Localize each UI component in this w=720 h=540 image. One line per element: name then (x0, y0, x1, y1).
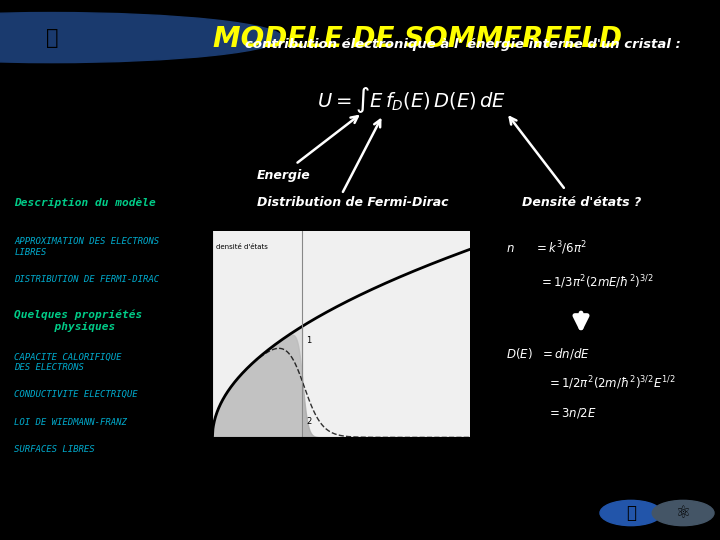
Text: SURFACES LIBRES: SURFACES LIBRES (14, 446, 95, 455)
Text: Description du modèle: Description du modèle (14, 198, 156, 208)
Text: 🌍: 🌍 (45, 28, 58, 48)
Text: Quelques propriétés
      physiques: Quelques propriétés physiques (14, 309, 143, 332)
Circle shape (652, 501, 714, 525)
Circle shape (0, 12, 282, 63)
Text: Distribution de Fermi-Dirac: Distribution de Fermi-Dirac (257, 197, 448, 210)
Text: APPROXIMATION DES ELECTRONS
LIBRES: APPROXIMATION DES ELECTRONS LIBRES (14, 237, 160, 256)
Text: $= 3n/2E$: $= 3n/2E$ (506, 406, 597, 420)
Text: LOI DE WIEDMANN-FRANZ: LOI DE WIEDMANN-FRANZ (14, 418, 127, 427)
Text: $=1/3\pi^2(2mE/\hbar^2)^{3/2}$: $=1/3\pi^2(2mE/\hbar^2)^{3/2}$ (506, 274, 654, 291)
Text: MODELE DE SOMMERFELD: MODELE DE SOMMERFELD (213, 25, 622, 53)
Text: 🌐: 🌐 (626, 504, 636, 522)
Text: contribution électronique à l' énergie interne d'un cristal :: contribution électronique à l' énergie i… (245, 38, 680, 51)
Text: 1: 1 (306, 336, 312, 345)
Text: CONDUCTIVITE ELECTRIQUE: CONDUCTIVITE ELECTRIQUE (14, 390, 138, 399)
Text: Energie: Energie (257, 168, 310, 181)
Text: ⚛: ⚛ (675, 504, 690, 522)
Text: $D(E)$  $=dn/dE$: $D(E)$ $=dn/dE$ (506, 346, 590, 361)
Circle shape (600, 501, 662, 525)
Text: Densité d'états ?: Densité d'états ? (522, 197, 641, 210)
Text: $U = \int E\, f_D(E)\, D(E)\, dE$: $U = \int E\, f_D(E)\, D(E)\, dE$ (317, 85, 505, 115)
Text: DISTRIBUTION DE FERMI-DIRAC: DISTRIBUTION DE FERMI-DIRAC (14, 275, 160, 284)
Text: CAPACITE CALORIFIQUE
DES ELECTRONS: CAPACITE CALORIFIQUE DES ELECTRONS (14, 353, 122, 372)
Text: $=1/2\pi^2(2m/\hbar^2)^{3/2}E^{1/2}$: $=1/2\pi^2(2m/\hbar^2)^{3/2}E^{1/2}$ (506, 374, 676, 392)
Text: densité d'états: densité d'états (216, 244, 268, 249)
Text: 2: 2 (306, 417, 312, 426)
Text: $n$     $=k^3/6\pi^2$: $n$ $=k^3/6\pi^2$ (506, 239, 588, 257)
